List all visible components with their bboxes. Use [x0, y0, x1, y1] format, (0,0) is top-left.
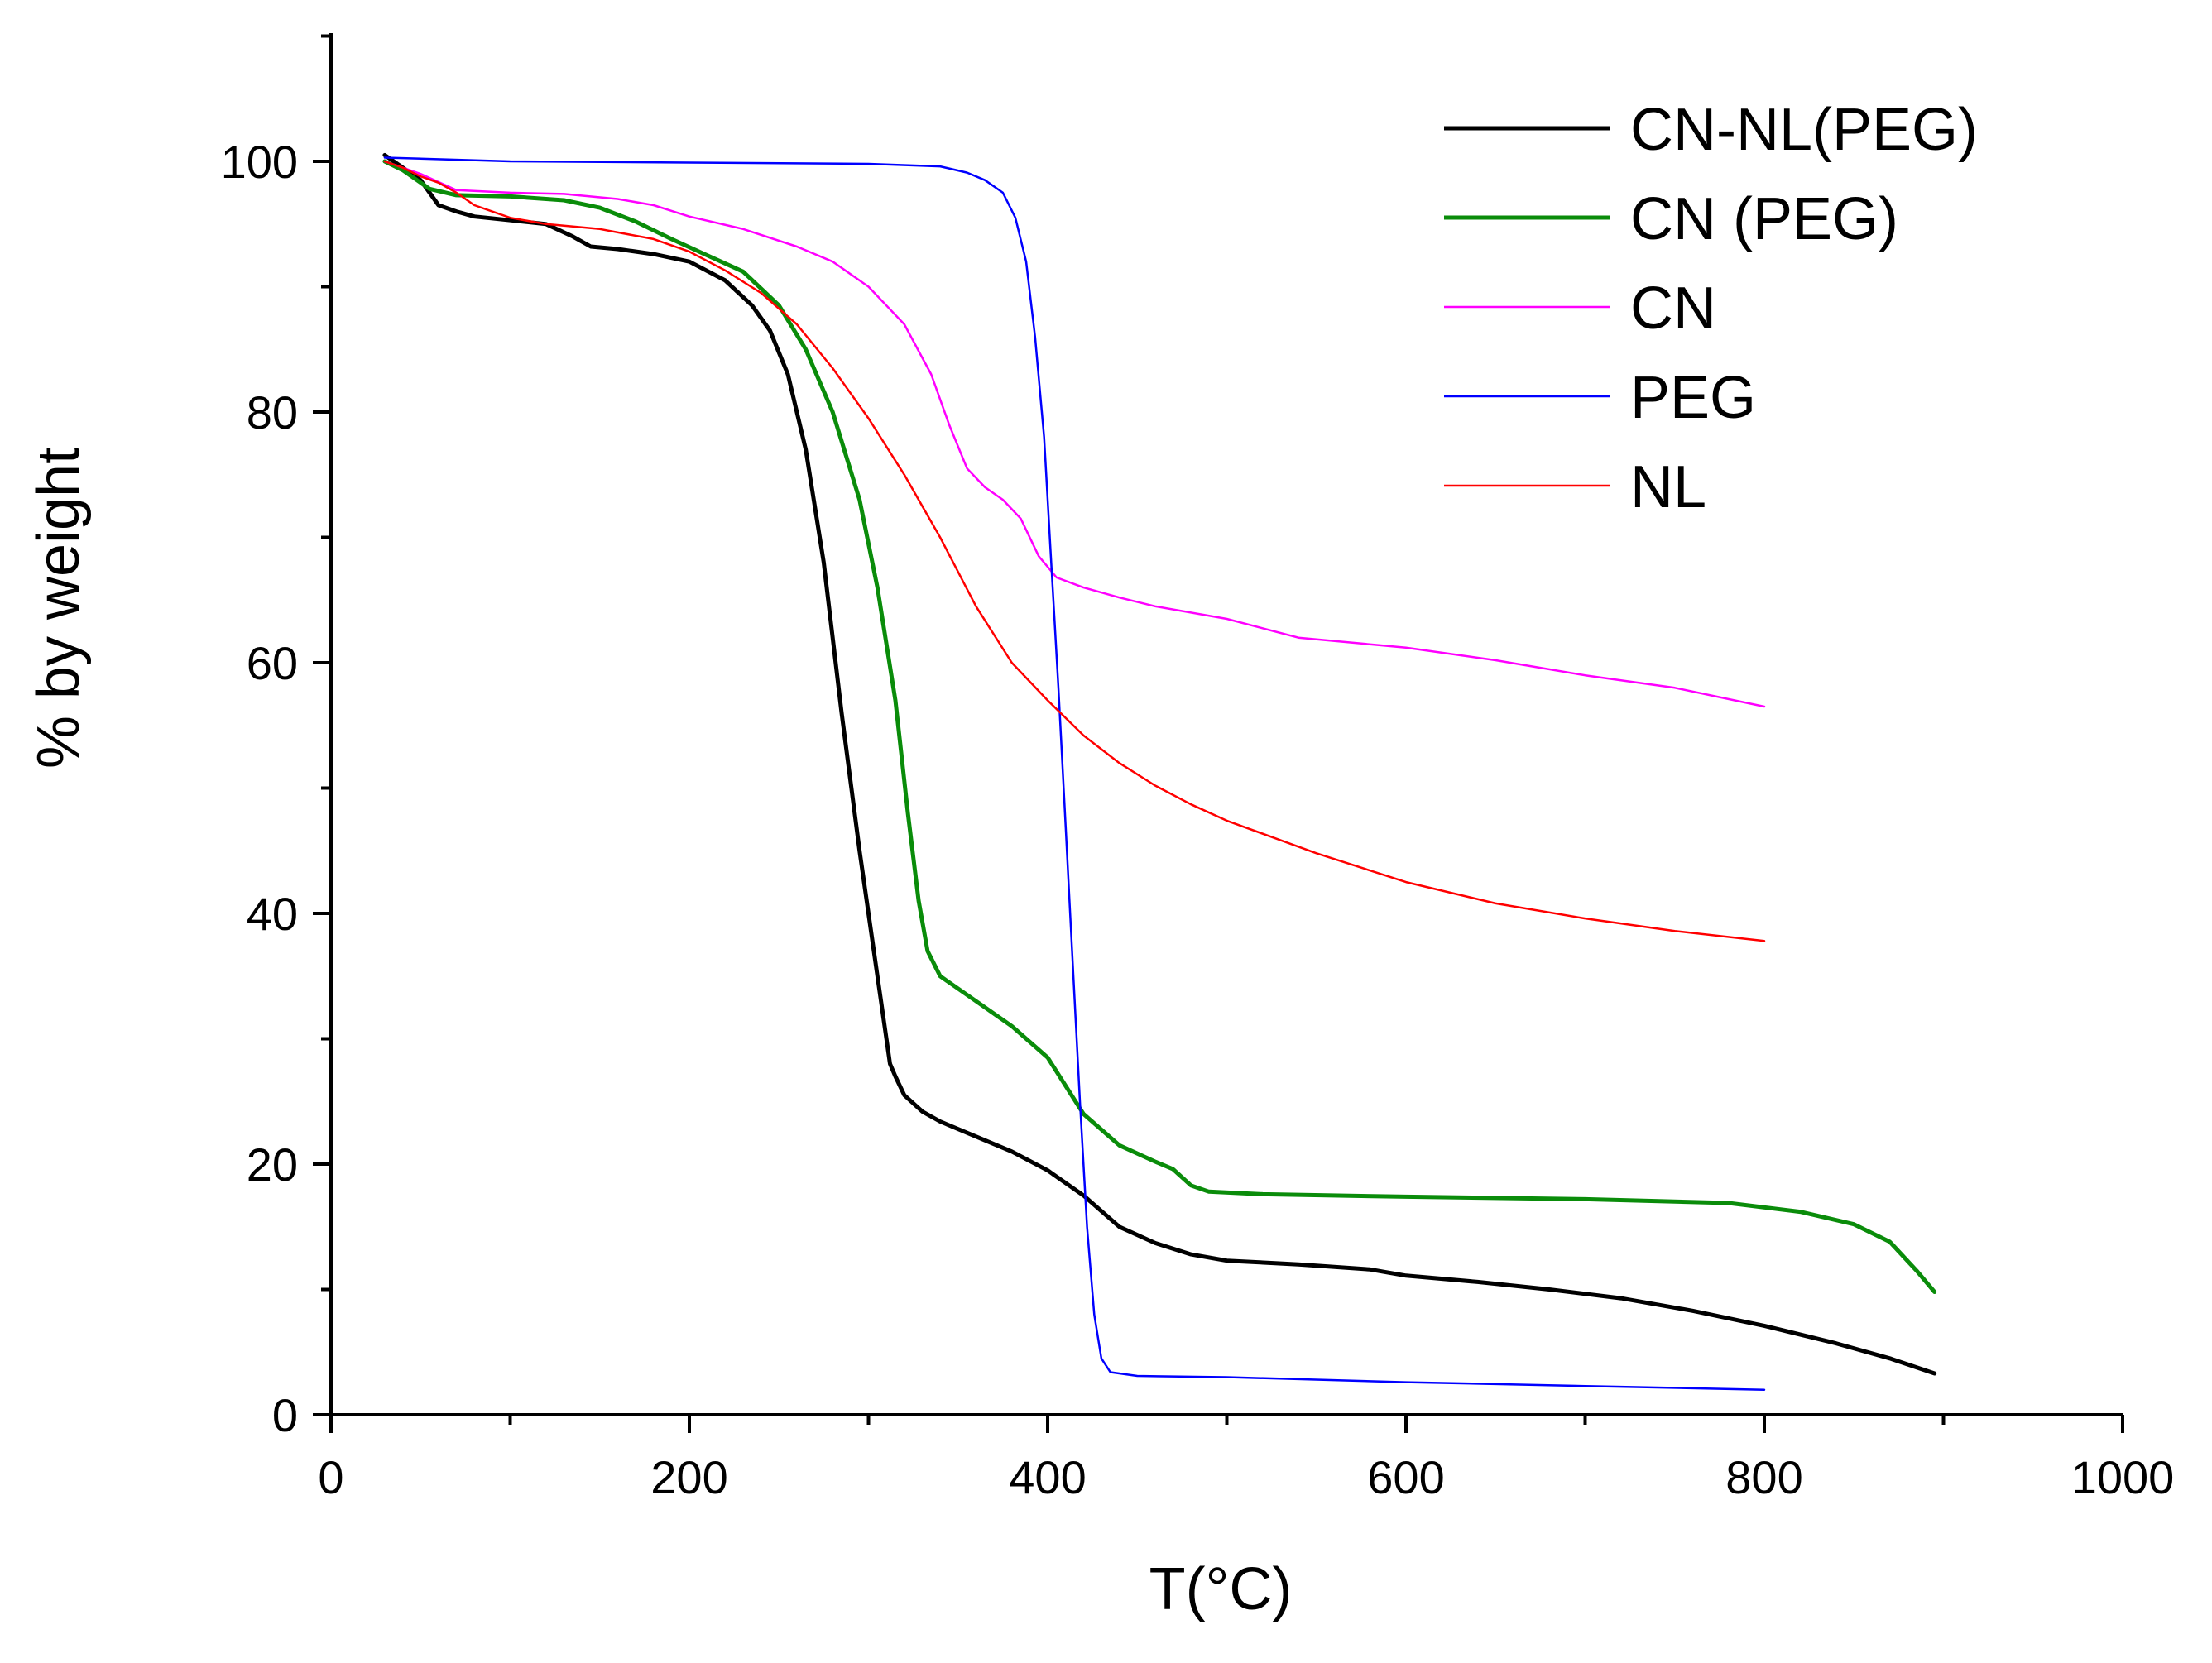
series-line-cn — [383, 160, 1766, 708]
legend-label-peg: PEG — [1630, 365, 1756, 431]
x-tick-label: 200 — [650, 1451, 727, 1503]
axes: 0 200 400 600 800 1000 0 20 40 60 80 100 — [221, 33, 2175, 1503]
legend-label-nl: NL — [1630, 454, 1706, 520]
y-tick-label: 80 — [247, 386, 298, 439]
x-tick-label: 1000 — [2071, 1451, 2175, 1503]
x-tick-label: 600 — [1367, 1451, 1444, 1503]
x-axis-title: T(°C) — [1149, 1556, 1293, 1622]
legend: CN-NL(PEG) CN (PEG) CN PEG NL — [1444, 97, 1978, 520]
x-tick-label: 0 — [318, 1451, 343, 1503]
series-line-cn-nl-peg — [382, 152, 1937, 1376]
y-tick-label: 40 — [247, 888, 298, 940]
y-tick-label: 100 — [221, 136, 298, 188]
y-tick-label: 20 — [247, 1138, 298, 1191]
y-tick-label: 0 — [272, 1389, 298, 1441]
legend-label-cn-peg: CN (PEG) — [1630, 186, 1898, 252]
x-tick-label: 800 — [1725, 1451, 1802, 1503]
legend-label-cn-nl-peg: CN-NL(PEG) — [1630, 97, 1978, 163]
legend-label-cn: CN — [1630, 276, 1716, 342]
series-group — [382, 152, 1937, 1391]
series-line-peg — [383, 156, 1766, 1391]
series-line-cn-peg — [382, 159, 1937, 1294]
y-tick-label: 60 — [247, 637, 298, 689]
y-axis-title: % by weight — [26, 448, 92, 769]
x-tick-label: 400 — [1009, 1451, 1086, 1503]
series-line-nl — [383, 160, 1766, 942]
